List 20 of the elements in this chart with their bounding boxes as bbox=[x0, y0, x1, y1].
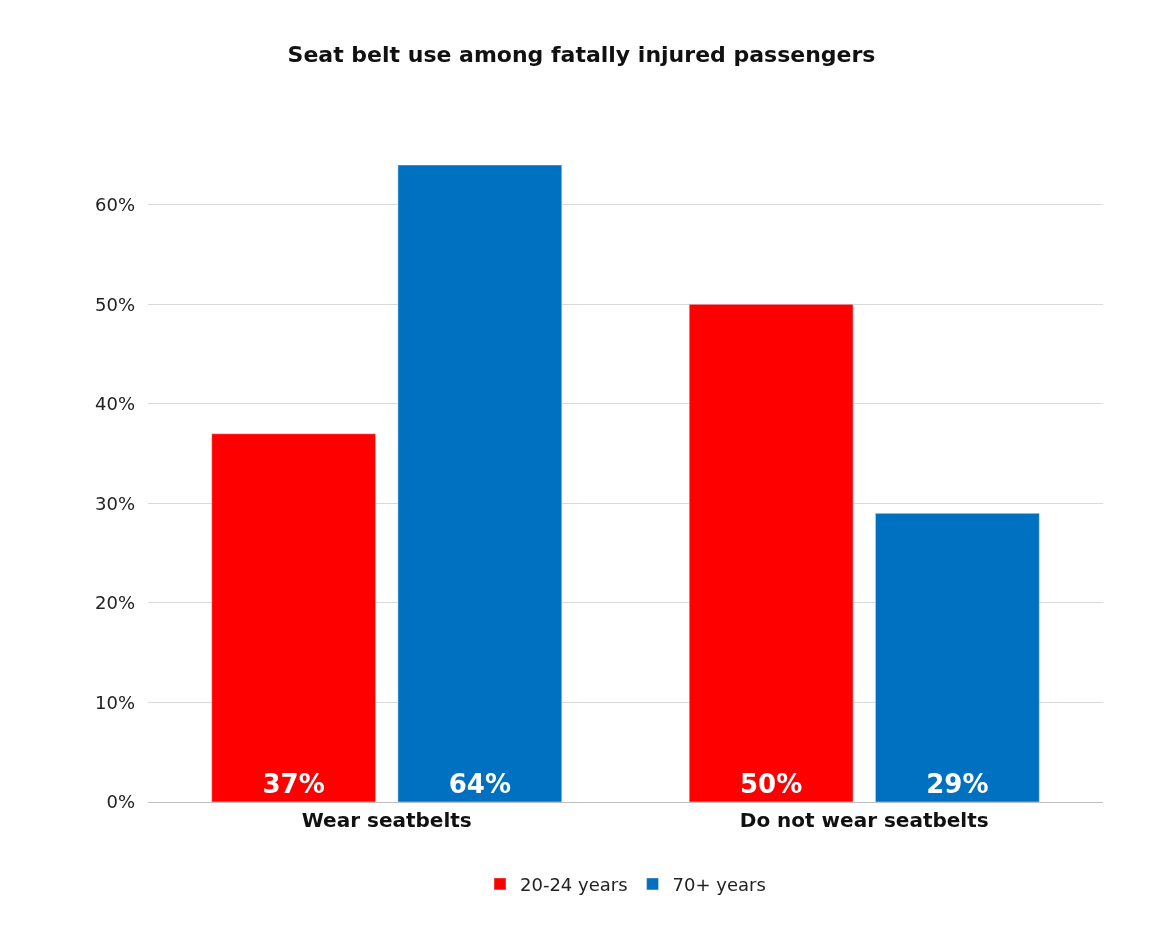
y-tick-label: 50% bbox=[94, 293, 135, 315]
legend-label: 70+ years bbox=[672, 873, 766, 895]
text: 64% bbox=[448, 769, 511, 799]
y-tick-label: 40% bbox=[94, 393, 135, 415]
text: 50% bbox=[740, 769, 803, 799]
text: 29% bbox=[926, 769, 989, 799]
y-tick-label: 0% bbox=[106, 791, 135, 813]
bar bbox=[875, 513, 1040, 802]
x-tick-label: Do not wear seatbelts bbox=[739, 808, 989, 832]
y-tick-label: 20% bbox=[94, 592, 135, 614]
bar bbox=[688, 304, 854, 802]
x-tick-label: Wear seatbelts bbox=[301, 808, 472, 832]
bar bbox=[211, 433, 376, 802]
y-tick-label: 30% bbox=[94, 492, 135, 514]
text: 37% bbox=[262, 769, 325, 799]
legend-label: 20-24 years bbox=[520, 873, 628, 895]
bar bbox=[397, 165, 563, 802]
chart-title: Seat belt use among fatally injured passengers bbox=[287, 42, 876, 67]
y-tick-label: 60% bbox=[94, 194, 135, 216]
y-tick-label: 10% bbox=[94, 691, 135, 713]
